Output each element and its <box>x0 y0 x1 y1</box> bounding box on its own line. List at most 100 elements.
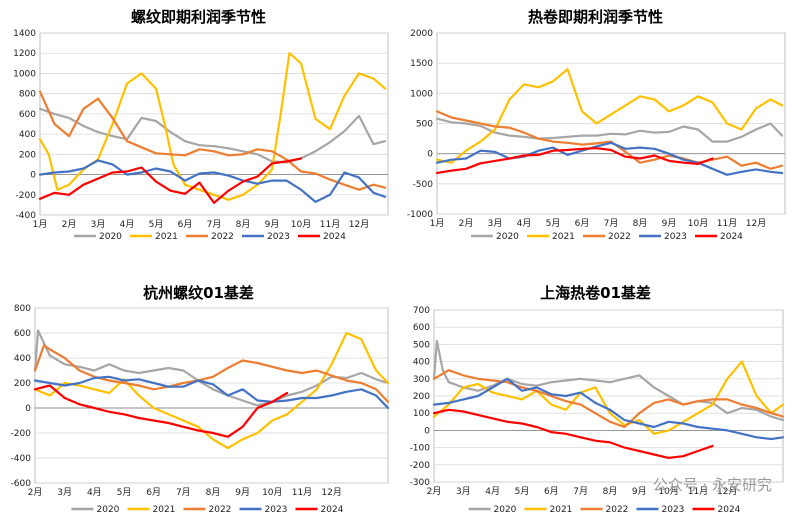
series-line-2023 <box>435 141 784 176</box>
series-line-2020 <box>33 329 390 407</box>
y-tick-label: 1500 <box>410 59 433 69</box>
x-tick-label: 4月 <box>485 486 500 497</box>
chart-svg: -600 -400 -200 0 200 400 600 800 2月 3月 4月 5月 6月 7月 8月 9… <box>11 304 390 515</box>
x-tick-label: 8月 <box>206 487 221 498</box>
series-line-2023 <box>33 375 390 410</box>
x-tick-label: 3月 <box>57 487 72 498</box>
x-tick-label: 12月 <box>349 219 369 230</box>
series-line-2020 <box>432 339 785 422</box>
series-line-2023 <box>432 377 785 441</box>
y-tick-label: 800 <box>19 90 36 100</box>
x-tick-label: 9月 <box>265 219 280 230</box>
y-tick-label: 1200 <box>13 49 36 59</box>
x-tick-label: 8月 <box>633 218 648 229</box>
x-tick-label: 4月 <box>87 487 102 498</box>
legend-label: 2023 <box>662 505 685 515</box>
x-tick-label: 5月 <box>117 487 132 498</box>
y-tick-label: 500 <box>416 120 433 130</box>
x-tick-label: 7月 <box>573 486 588 497</box>
x-tick-label: 6月 <box>146 487 161 498</box>
chart-svg: -1000 -500 0 500 1000 1500 2000 1月 2月 3月 4月 5月 6月 7月 8… <box>407 29 786 242</box>
x-tick-label: 6月 <box>544 486 559 497</box>
y-tick-label: -1000 <box>407 210 433 220</box>
y-tick-label: -400 <box>11 454 32 464</box>
x-tick-label: 8月 <box>603 486 618 497</box>
y-tick-label: 0 <box>25 404 31 414</box>
x-tick-label: 4月 <box>517 218 532 229</box>
chart-svg: -400 -200 0 200 400 600 800 1000 1200 1400 1月 2月 3月 4… <box>13 29 389 242</box>
y-tick-label: 200 <box>14 379 31 389</box>
y-tick-label: 0 <box>427 150 433 160</box>
watermark: 公众号 · 永安研究 <box>652 476 772 494</box>
legend-label: 2024 <box>718 505 741 515</box>
x-tick-label: 7月 <box>176 487 191 498</box>
legend-label: 2021 <box>153 505 176 515</box>
series-line-2021 <box>432 360 785 435</box>
chart-panel-bottom-right: 上海热卷01基差 -300 -200 -100 0 100 200 300 400 500 600… <box>397 260 794 521</box>
legend-label: 2024 <box>720 232 743 242</box>
x-tick-label: 10月 <box>658 486 678 497</box>
y-tick-label: 700 <box>413 306 430 316</box>
legend-label: 2024 <box>323 232 346 242</box>
x-tick-label: 2月 <box>28 487 43 498</box>
x-tick-label: 2月 <box>62 219 77 230</box>
legend-label: 2021 <box>552 232 575 242</box>
x-tick-label: 12月 <box>321 487 341 498</box>
y-tick-label: 800 <box>14 304 31 314</box>
x-tick-label: 9月 <box>632 486 647 497</box>
y-tick-label: -300 <box>410 478 431 488</box>
y-tick-label: 300 <box>413 375 430 385</box>
chart-panel-bottom-left: 杭州螺纹01基差 -600 -400 -200 0 200 400 600 800 2月 3月 4月… <box>0 260 397 521</box>
x-tick-label: 8月 <box>236 219 251 230</box>
legend-label: 2023 <box>664 232 687 242</box>
series-line-2020 <box>435 117 784 143</box>
x-tick-label: 1月 <box>430 218 445 229</box>
series-line-2024 <box>435 147 714 175</box>
x-tick-label: 10月 <box>291 219 311 230</box>
legend-label: 2020 <box>97 505 120 515</box>
series-line-2022 <box>432 369 785 429</box>
y-tick-label: 500 <box>413 340 430 350</box>
x-tick-label: 2月 <box>459 218 474 229</box>
y-tick-label: 600 <box>19 110 36 120</box>
x-tick-label: 7月 <box>604 218 619 229</box>
x-tick-label: 1月 <box>33 219 48 230</box>
x-tick-label: 11月 <box>717 218 737 229</box>
legend-label: 2022 <box>209 505 232 515</box>
legend-label: 2021 <box>550 505 573 515</box>
chart-panel-top-right: 热卷即期利润季节性 -1000 -500 0 500 1000 1500 2000 1月 2月 3… <box>397 0 794 260</box>
legend-label: 2022 <box>211 232 234 242</box>
series-line-2024 <box>432 408 714 459</box>
y-tick-label: 400 <box>413 358 430 368</box>
x-tick-label: 3月 <box>91 219 106 230</box>
chart-title: 杭州螺纹01基差 <box>143 284 254 302</box>
series-line-2022 <box>33 344 390 403</box>
legend-label: 2022 <box>608 232 631 242</box>
x-tick-label: 11月 <box>292 487 312 498</box>
y-tick-label: -200 <box>11 429 32 439</box>
x-tick-label: 9月 <box>235 487 250 498</box>
y-tick-label: -200 <box>16 191 37 201</box>
x-tick-label: 6月 <box>575 218 590 229</box>
legend-label: 2021 <box>155 232 178 242</box>
legend-label: 2024 <box>321 505 344 515</box>
x-tick-label: 10月 <box>262 487 282 498</box>
x-tick-label: 4月 <box>120 219 135 230</box>
chart-title: 螺纹即期利润季节性 <box>130 8 266 26</box>
y-tick-label: 200 <box>19 150 36 160</box>
y-tick-label: 0 <box>424 426 430 436</box>
series-line-2021 <box>38 52 387 201</box>
y-tick-label: 100 <box>413 409 430 419</box>
y-tick-label: -400 <box>16 211 37 221</box>
y-tick-label: -200 <box>410 461 431 471</box>
y-tick-label: 200 <box>413 392 430 402</box>
series-line-2022 <box>38 90 387 191</box>
x-tick-label: 3月 <box>488 218 503 229</box>
series-line-2024 <box>33 384 289 438</box>
y-tick-label: 1400 <box>13 29 36 39</box>
series-line-2022 <box>435 110 784 170</box>
y-tick-label: 1000 <box>13 69 36 79</box>
x-tick-label: 12月 <box>717 486 737 497</box>
x-tick-label: 5月 <box>515 486 530 497</box>
y-tick-label: -600 <box>11 479 32 489</box>
